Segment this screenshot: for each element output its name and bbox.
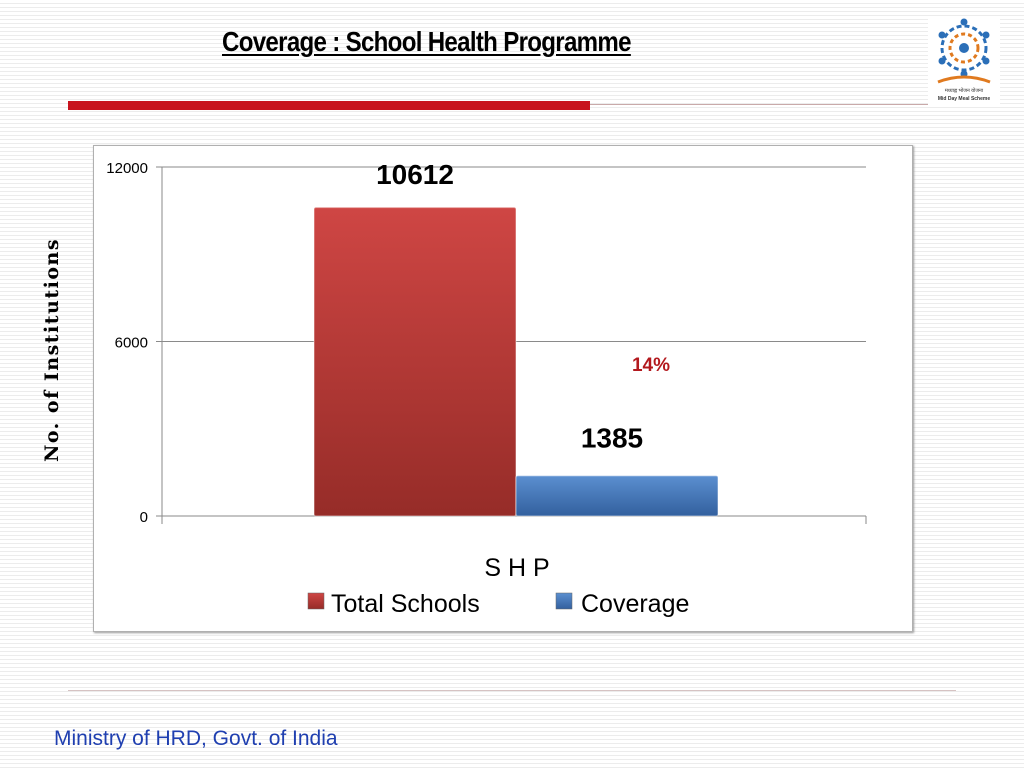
y-tick-label: 12000	[106, 160, 148, 177]
logo-icon: मध्याह्न भोजन योजना Mid Day Meal Scheme	[937, 18, 991, 102]
y-tick-label: 6000	[115, 335, 148, 352]
logo-caption-2: Mid Day Meal Scheme	[938, 96, 990, 102]
logo-caption-1: मध्याह्न भोजन योजना	[945, 87, 984, 94]
bar-total-schools	[313, 206, 517, 517]
title-accent-bar	[68, 101, 590, 110]
legend-swatch-total-schools	[307, 592, 325, 610]
x-axis-label: S H P	[484, 554, 549, 582]
legend-label-coverage: Coverage	[581, 590, 689, 618]
footer-divider	[68, 690, 956, 691]
percent-annotation: 14%	[632, 355, 670, 376]
data-label-total-schools: 10612	[376, 159, 454, 190]
legend-swatch-coverage	[555, 592, 573, 610]
y-tick-label: 0	[140, 509, 148, 526]
data-label-coverage: 1385	[581, 423, 643, 454]
legend-label-total-schools: Total Schools	[331, 590, 480, 618]
page-title: Coverage : School Health Programme	[222, 26, 632, 57]
bar-coverage	[515, 474, 719, 517]
mid-day-meal-logo: मध्याह्न भोजन योजना Mid Day Meal Scheme	[928, 16, 1000, 106]
title-accent-line	[590, 104, 930, 105]
footer-text: Ministry of HRD, Govt. of India	[54, 727, 338, 750]
